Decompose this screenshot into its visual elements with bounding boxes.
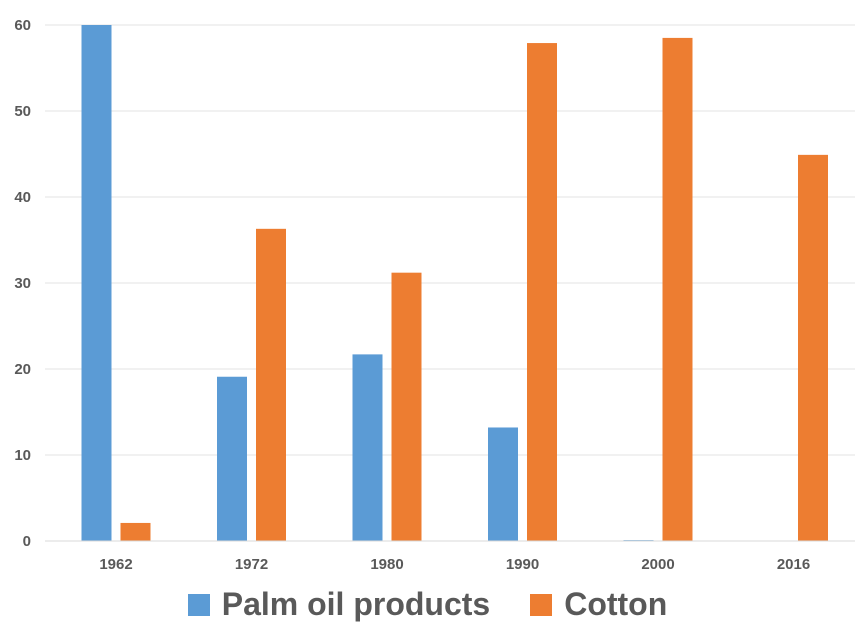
legend-item-cotton: Cotton bbox=[530, 588, 667, 621]
bar-cotton-1990 bbox=[527, 43, 557, 542]
legend-label-palm-oil: Palm oil products bbox=[221, 586, 491, 622]
x-tick-label: 1972 bbox=[235, 556, 268, 573]
bar-chart: 0 10 20 30 40 50 60 1962 1972 1980 1990 2000 2016 bbox=[14, 17, 855, 573]
bar-cotton-2016 bbox=[798, 154, 828, 542]
legend-swatch-palm-oil bbox=[187, 593, 210, 616]
bars bbox=[81, 25, 828, 542]
x-tick-label: 1980 bbox=[370, 556, 403, 573]
bar-cotton-1972 bbox=[256, 228, 286, 541]
y-tick-label: 60 bbox=[14, 17, 31, 34]
legend-label-cotton: Cotton bbox=[564, 586, 668, 622]
y-tick-label: 30 bbox=[14, 275, 31, 292]
gridlines bbox=[45, 24, 855, 456]
bar-cotton-1962 bbox=[120, 522, 151, 541]
legend-item-palm-oil: Palm oil products bbox=[187, 586, 491, 622]
legend-swatch-cotton bbox=[530, 593, 553, 616]
bar-cotton-1980 bbox=[391, 272, 422, 541]
y-tick-label: 40 bbox=[14, 189, 31, 206]
y-axis-ticks: 0 10 20 30 40 50 60 bbox=[14, 17, 31, 550]
x-tick-label: 1990 bbox=[506, 556, 539, 573]
bar-palm-oil-1980 bbox=[352, 354, 383, 541]
bar-palm-oil-1990 bbox=[488, 427, 518, 541]
bar-palm-oil-1962 bbox=[81, 25, 112, 541]
bar-palm-oil-1972 bbox=[217, 376, 247, 541]
y-tick-label: 20 bbox=[14, 361, 31, 378]
y-tick-label: 50 bbox=[14, 103, 31, 120]
x-axis-ticks: 1962 1972 1980 1990 2000 2016 bbox=[99, 556, 810, 573]
y-tick-label: 10 bbox=[14, 447, 31, 464]
x-tick-label: 1962 bbox=[99, 556, 132, 573]
y-tick-label: 0 bbox=[23, 533, 31, 550]
x-tick-label: 2016 bbox=[777, 556, 810, 573]
legend: Palm oil products Cotton bbox=[0, 588, 855, 621]
bar-cotton-2000 bbox=[662, 37, 693, 542]
x-tick-label: 2000 bbox=[641, 556, 674, 573]
